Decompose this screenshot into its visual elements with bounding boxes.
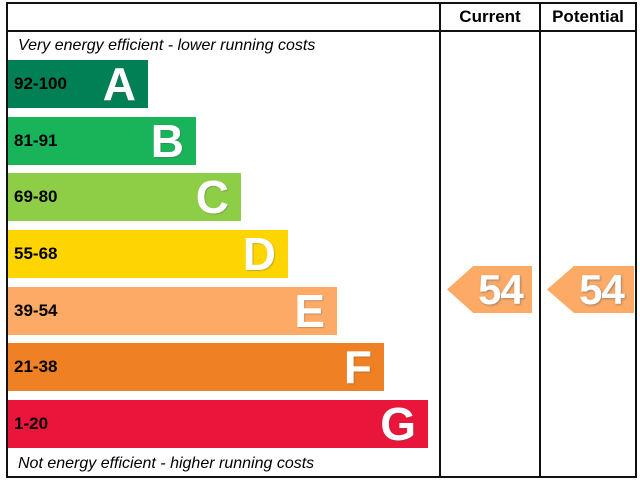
current-column-header: Current [459, 7, 521, 26]
band-b-range: 81-91 [14, 131, 58, 150]
rating-band-d: 55-68 D [8, 230, 288, 278]
potential-rating-arrow: 54 [547, 266, 634, 313]
rating-band-f: 21-38 F [8, 343, 384, 391]
band-a-range: 92-100 [14, 74, 67, 93]
band-d-letter: D [242, 228, 276, 280]
band-a-letter: A [102, 58, 136, 110]
band-f-range: 21-38 [14, 357, 58, 376]
potential-column-header: Potential [552, 7, 624, 26]
potential-rating-value: 54 [579, 265, 625, 313]
top-efficiency-caption: Very energy efficient - lower running co… [18, 37, 316, 54]
band-g-letter: G [380, 398, 416, 450]
current-rating-value: 54 [478, 265, 524, 313]
header-divider-line [8, 30, 635, 32]
rating-band-e: 39-54 E [8, 287, 337, 335]
current-rating-arrow: 54 [447, 266, 532, 313]
divider-current-potential [539, 4, 541, 476]
band-c-letter: C [195, 171, 229, 223]
rating-band-b: 81-91 B [8, 117, 196, 165]
band-g-range: 1-20 [14, 414, 49, 433]
band-d-range: 55-68 [14, 244, 58, 263]
band-b-letter: B [150, 115, 184, 167]
rating-band-a: 92-100 A [8, 60, 148, 108]
divider-chart-current [439, 4, 441, 476]
rating-band-g: 1-20 G [8, 400, 428, 448]
band-e-range: 39-54 [14, 301, 58, 320]
band-c-range: 69-80 [14, 187, 58, 206]
bottom-efficiency-caption: Not energy efficient - higher running co… [18, 455, 315, 472]
band-f-letter: F [343, 341, 372, 393]
chart-frame: Current Potential Very energy efficient … [6, 2, 637, 478]
rating-band-c: 69-80 C [8, 173, 241, 221]
band-e-letter: E [294, 285, 325, 337]
